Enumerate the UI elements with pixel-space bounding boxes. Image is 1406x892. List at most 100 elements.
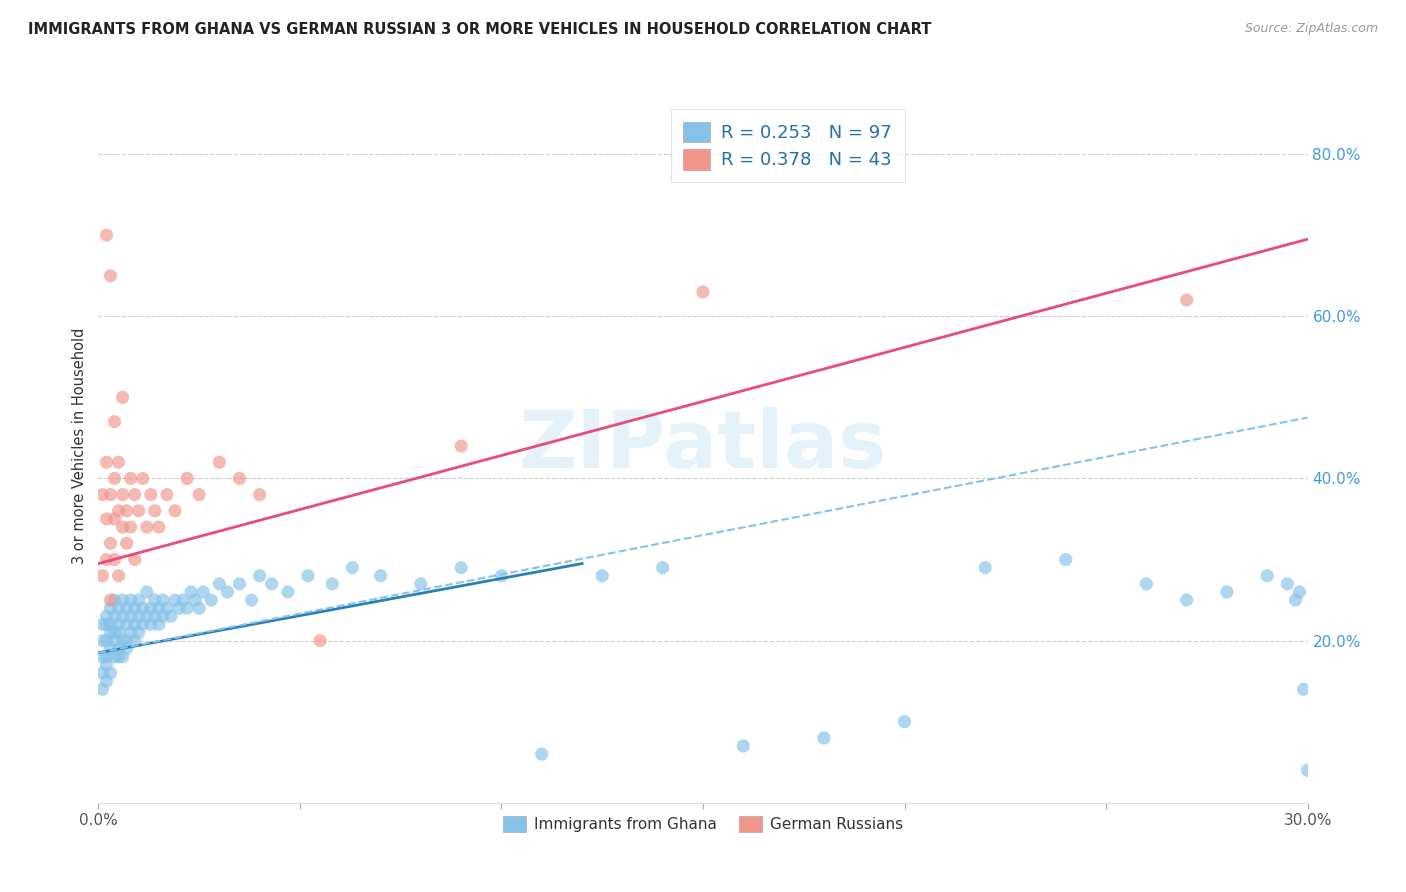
Point bbox=[103, 609, 125, 624]
Point bbox=[249, 488, 271, 502]
Point bbox=[1292, 682, 1315, 697]
Point bbox=[103, 552, 125, 566]
Point bbox=[115, 633, 138, 648]
Point bbox=[163, 504, 186, 518]
Point bbox=[103, 593, 125, 607]
Point bbox=[107, 601, 129, 615]
Point bbox=[321, 577, 343, 591]
Point bbox=[124, 633, 146, 648]
Point bbox=[91, 633, 114, 648]
Point bbox=[100, 666, 122, 681]
Point bbox=[260, 577, 283, 591]
Point bbox=[152, 609, 174, 624]
Text: ZIPatlas: ZIPatlas bbox=[519, 407, 887, 485]
Point bbox=[143, 504, 166, 518]
Point bbox=[152, 593, 174, 607]
Point bbox=[128, 625, 150, 640]
Point bbox=[1277, 577, 1299, 591]
Point bbox=[530, 747, 553, 761]
Point bbox=[135, 609, 157, 624]
Point bbox=[491, 568, 513, 582]
Point bbox=[107, 625, 129, 640]
Point bbox=[115, 601, 138, 615]
Point bbox=[115, 536, 138, 550]
Point bbox=[176, 471, 198, 485]
Point bbox=[139, 617, 162, 632]
Point bbox=[128, 504, 150, 518]
Point bbox=[240, 593, 263, 607]
Point bbox=[143, 609, 166, 624]
Point bbox=[228, 577, 250, 591]
Point bbox=[200, 593, 222, 607]
Point bbox=[100, 593, 122, 607]
Point bbox=[111, 633, 134, 648]
Point bbox=[115, 504, 138, 518]
Point bbox=[96, 617, 118, 632]
Point bbox=[100, 488, 122, 502]
Point bbox=[103, 471, 125, 485]
Point bbox=[111, 609, 134, 624]
Point bbox=[450, 439, 472, 453]
Y-axis label: 3 or more Vehicles in Household: 3 or more Vehicles in Household bbox=[72, 328, 87, 564]
Point bbox=[100, 641, 122, 656]
Point bbox=[1288, 585, 1310, 599]
Point bbox=[103, 649, 125, 664]
Point bbox=[91, 488, 114, 502]
Point bbox=[148, 520, 170, 534]
Point bbox=[91, 649, 114, 664]
Point bbox=[124, 488, 146, 502]
Point bbox=[1135, 577, 1157, 591]
Text: Source: ZipAtlas.com: Source: ZipAtlas.com bbox=[1244, 22, 1378, 36]
Point bbox=[96, 633, 118, 648]
Point bbox=[103, 415, 125, 429]
Point bbox=[96, 512, 118, 526]
Point bbox=[188, 601, 211, 615]
Point bbox=[651, 560, 673, 574]
Point bbox=[135, 520, 157, 534]
Point bbox=[409, 577, 432, 591]
Point bbox=[100, 536, 122, 550]
Point bbox=[91, 568, 114, 582]
Point bbox=[1284, 593, 1306, 607]
Point bbox=[692, 285, 714, 299]
Point bbox=[103, 625, 125, 640]
Point bbox=[111, 520, 134, 534]
Point bbox=[96, 649, 118, 664]
Point bbox=[124, 601, 146, 615]
Point bbox=[297, 568, 319, 582]
Point bbox=[1256, 568, 1278, 582]
Point bbox=[342, 560, 364, 574]
Point bbox=[135, 585, 157, 599]
Point bbox=[100, 617, 122, 632]
Point bbox=[160, 609, 183, 624]
Text: IMMIGRANTS FROM GHANA VS GERMAN RUSSIAN 3 OR MORE VEHICLES IN HOUSEHOLD CORRELAT: IMMIGRANTS FROM GHANA VS GERMAN RUSSIAN … bbox=[28, 22, 932, 37]
Point bbox=[107, 641, 129, 656]
Point bbox=[184, 593, 207, 607]
Point bbox=[249, 568, 271, 582]
Legend: Immigrants from Ghana, German Russians: Immigrants from Ghana, German Russians bbox=[496, 810, 910, 838]
Point bbox=[120, 609, 142, 624]
Point bbox=[96, 552, 118, 566]
Point bbox=[172, 593, 194, 607]
Point bbox=[100, 601, 122, 615]
Point bbox=[1175, 593, 1198, 607]
Point bbox=[132, 617, 155, 632]
Point bbox=[163, 593, 186, 607]
Point bbox=[107, 617, 129, 632]
Point bbox=[91, 617, 114, 632]
Point bbox=[156, 488, 179, 502]
Point bbox=[180, 585, 202, 599]
Point bbox=[370, 568, 392, 582]
Point bbox=[132, 601, 155, 615]
Point bbox=[111, 649, 134, 664]
Point bbox=[111, 390, 134, 404]
Point bbox=[91, 682, 114, 697]
Point bbox=[120, 520, 142, 534]
Point bbox=[100, 625, 122, 640]
Point bbox=[167, 601, 190, 615]
Point bbox=[107, 649, 129, 664]
Point bbox=[107, 455, 129, 469]
Point bbox=[1175, 293, 1198, 307]
Point bbox=[96, 609, 118, 624]
Point bbox=[309, 633, 332, 648]
